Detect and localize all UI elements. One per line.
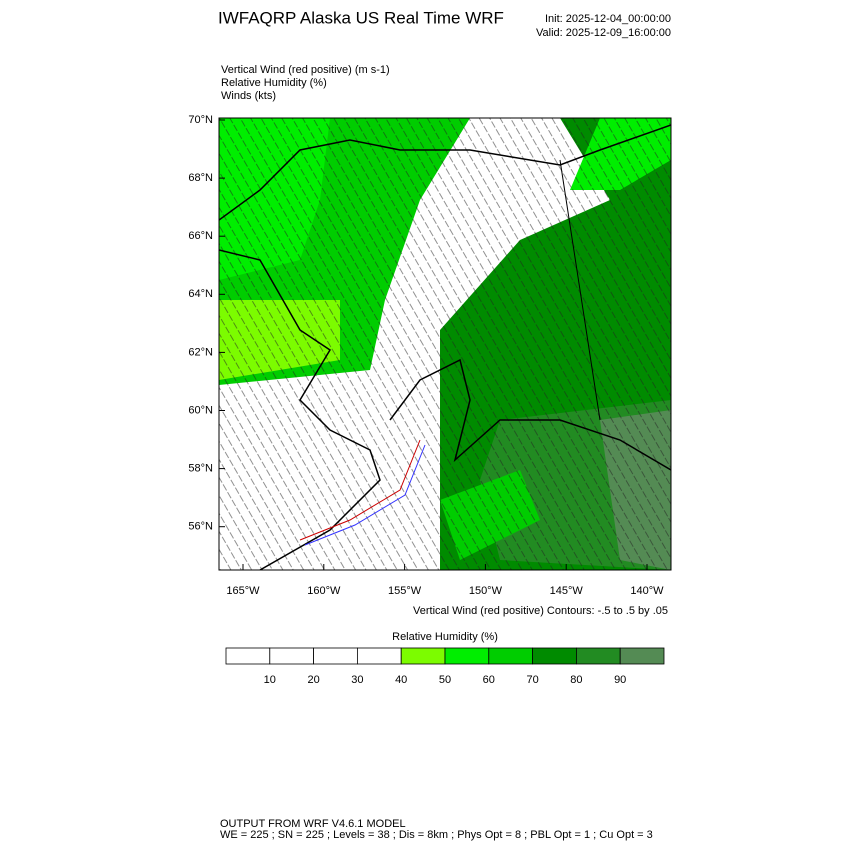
map-frame xyxy=(218,117,672,571)
colorbar-tick-label: 10 xyxy=(264,674,276,686)
colorbar-box xyxy=(225,647,271,665)
lon-label: 155°W xyxy=(388,585,422,597)
lon-labels: 165°W 160°W 155°W 150°W 145°W 140°W xyxy=(226,564,664,597)
colorbar-box xyxy=(313,647,358,665)
footer-line: WE = 225 ; SN = 225 ; Levels = 38 ; Dis … xyxy=(220,829,653,841)
colorbar-title: Relative Humidity (%) xyxy=(392,631,498,643)
lat-label: 56°N xyxy=(188,521,213,533)
colorbar-tick-label: 40 xyxy=(395,674,407,686)
lat-label: 70°N xyxy=(188,114,213,126)
lat-label: 58°N xyxy=(188,463,213,475)
lat-label: 66°N xyxy=(188,230,213,242)
lat-label: 64°N xyxy=(188,288,213,300)
colorbar-tick-label: 30 xyxy=(351,674,363,686)
footer-line: OUTPUT FROM WRF V4.6.1 MODEL xyxy=(220,818,406,830)
colorbar-box xyxy=(619,647,665,665)
lon-label: 140°W xyxy=(630,585,664,597)
lon-label: 145°W xyxy=(550,585,584,597)
colorbar-tick-label: 20 xyxy=(307,674,319,686)
colorbar-tick-label: 80 xyxy=(570,674,582,686)
lon-label: 160°W xyxy=(307,585,341,597)
colorbar-box xyxy=(400,647,446,665)
lon-label: 165°W xyxy=(226,585,260,597)
colorbar-box xyxy=(269,647,314,665)
map xyxy=(219,118,671,570)
lon-label: 150°W xyxy=(469,585,503,597)
lat-label: 60°N xyxy=(188,404,213,416)
init-time: Init: 2025-12-04_00:00:00 xyxy=(545,13,671,25)
field-label: Relative Humidity (%) xyxy=(221,77,327,89)
colorbar-box xyxy=(576,647,621,665)
colorbar-box xyxy=(488,647,533,665)
lat-label: 68°N xyxy=(188,172,213,184)
colorbar-box xyxy=(356,647,402,665)
field-label: Vertical Wind (red positive) (m s-1) xyxy=(221,64,390,76)
valid-time: Valid: 2025-12-09_16:00:00 xyxy=(536,27,671,39)
colorbar-tick-label: 50 xyxy=(439,674,451,686)
colorbar-box xyxy=(532,647,577,665)
colorbar: 10 20 30 40 50 60 70 80 90 xyxy=(225,647,665,686)
colorbar-tick-label: 70 xyxy=(526,674,538,686)
lat-labels: 70°N 68°N 66°N 64°N 62°N 60°N 58°N 56°N xyxy=(188,114,225,533)
lat-label: 62°N xyxy=(188,346,213,358)
contour-note: Vertical Wind (red positive) Contours: -… xyxy=(413,605,668,617)
title: IWFAQRP Alaska US Real Time WRF xyxy=(218,8,504,27)
field-label: Winds (kts) xyxy=(221,90,276,102)
field-labels: Vertical Wind (red positive) (m s-1)Rela… xyxy=(221,64,390,102)
colorbar-tick-label: 90 xyxy=(614,674,626,686)
colorbar-tick-label: 60 xyxy=(483,674,495,686)
colorbar-box xyxy=(444,647,490,665)
